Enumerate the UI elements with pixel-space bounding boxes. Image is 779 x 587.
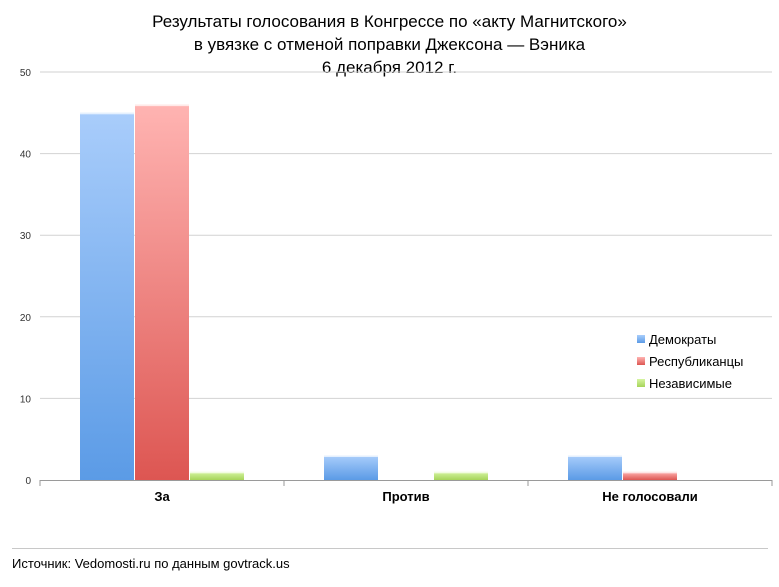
chart-title-line-2: в увязке с отменой поправки Джексона — В… [193, 35, 586, 54]
legend-swatch-democrats [637, 335, 645, 343]
bar-democrats-1 [324, 455, 378, 480]
y-tick-label: 10 [20, 394, 32, 405]
y-axis-tick-labels: 0 10 20 30 40 50 [20, 68, 32, 487]
y-tick-label: 50 [20, 68, 32, 79]
chart-title-line-1: Результаты голосования в Конгрессе по «а… [152, 12, 627, 31]
legend: Демократы Республиканцы Независимые [637, 328, 743, 394]
legend-swatch-republicans [637, 357, 645, 365]
source-note: Источник: Vedomosti.ru по данным govtrac… [12, 556, 290, 571]
x-axis-category-labels: За Против Не голосовали [154, 489, 697, 504]
legend-label-independents: Независимые [649, 375, 732, 391]
y-tick-label: 40 [20, 150, 32, 161]
bar-highlight [324, 455, 378, 458]
bar-highlight [190, 471, 244, 474]
y-tick-label: 20 [20, 313, 32, 324]
x-axis [39, 480, 773, 486]
legend-label-democrats: Демократы [649, 331, 717, 347]
legend-item-republicans: Республиканцы [637, 350, 743, 372]
legend-item-democrats: Демократы [637, 328, 743, 350]
bar-republicans-0 [135, 104, 189, 480]
bars [80, 104, 677, 481]
x-category-label: Не голосовали [602, 489, 697, 504]
bar-democrats-2 [568, 455, 622, 480]
bar-highlight [568, 455, 622, 458]
bar-highlight [623, 471, 677, 474]
y-tick-label: 30 [20, 231, 32, 242]
bar-highlight [434, 471, 488, 474]
legend-swatch-independents [637, 379, 645, 387]
bar-highlight [135, 104, 189, 107]
bar-democrats-0 [80, 112, 134, 481]
bar-independents-1 [434, 471, 488, 480]
legend-item-independents: Независимые [637, 372, 743, 394]
x-category-label: Против [382, 489, 429, 504]
legend-label-republicans: Республиканцы [649, 353, 744, 369]
source-divider [12, 548, 768, 549]
bar-independents-0 [190, 471, 244, 480]
x-category-label: За [154, 489, 170, 504]
bar-republicans-2 [623, 471, 677, 480]
y-tick-label: 0 [25, 476, 31, 487]
bar-highlight [80, 112, 134, 115]
